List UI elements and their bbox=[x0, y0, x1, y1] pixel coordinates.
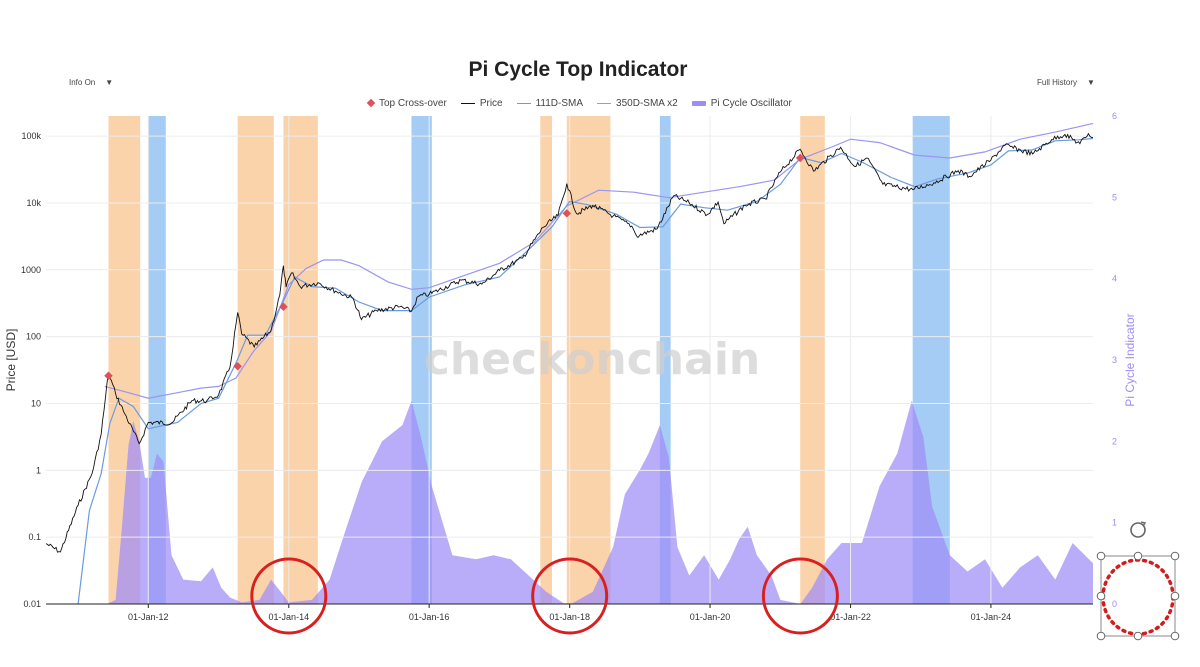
resize-handle bbox=[1096, 591, 1106, 601]
resize-handle bbox=[1170, 631, 1180, 641]
y-tick-label: 1000 bbox=[21, 265, 41, 275]
top-band bbox=[566, 116, 611, 604]
y-tick-label: 0.01 bbox=[23, 599, 41, 609]
chart-title: Pi Cycle Top Indicator bbox=[468, 58, 688, 81]
chart-legend: Top Cross-over Price 111D-SMA 350D-SMA x… bbox=[366, 96, 806, 110]
top-band bbox=[237, 116, 274, 604]
y-tick-label: 100k bbox=[21, 131, 41, 141]
highlight-circle bbox=[761, 557, 839, 635]
y2-tick-label: 3 bbox=[1112, 355, 1117, 365]
chevron-down-icon: ▼ bbox=[105, 78, 114, 87]
y2-axis-title: Pi Cycle Indicator bbox=[1123, 313, 1137, 406]
x-tick-label: 01-Jan-16 bbox=[409, 612, 450, 622]
legend-item-pi-oscillator[interactable]: Pi Cycle Oscillator bbox=[691, 97, 792, 109]
sma111-line bbox=[77, 137, 1094, 605]
oscillator-area-shape bbox=[107, 400, 1094, 604]
resize-handle bbox=[1096, 551, 1106, 561]
y-tick-label: 100 bbox=[26, 332, 41, 342]
rotate-arrow-icon bbox=[1140, 521, 1147, 527]
legend-label: 111D-SMA bbox=[535, 97, 584, 109]
y-tick-label: 10 bbox=[31, 398, 41, 408]
area-swatch-icon bbox=[691, 100, 706, 106]
resize-handle bbox=[1170, 551, 1180, 561]
x-tick-label: 01-Jan-22 bbox=[830, 612, 871, 622]
line-swatch-icon bbox=[460, 102, 475, 104]
legend-item-price[interactable]: Price bbox=[460, 97, 503, 109]
resize-handle bbox=[1133, 631, 1143, 641]
oscillator-area bbox=[107, 400, 1094, 604]
watermark: checkonchain bbox=[424, 334, 760, 385]
top-crossover-marker bbox=[104, 371, 113, 380]
legend-label: 350D-SMA x2 bbox=[616, 97, 678, 109]
resize-handle bbox=[1096, 631, 1106, 641]
highlight-circle bbox=[250, 557, 328, 635]
y-axis-title: Price [USD] bbox=[4, 329, 18, 392]
range-dropdown-label: Full History bbox=[1037, 78, 1078, 87]
price-line bbox=[45, 132, 1094, 553]
highlight-circles bbox=[250, 557, 839, 635]
x-tick-label: 01-Jan-12 bbox=[128, 612, 169, 622]
range-dropdown[interactable]: Full History ▼ bbox=[1037, 78, 1095, 87]
legend-label: Price bbox=[479, 97, 503, 109]
y-tick-label: 1 bbox=[36, 465, 41, 475]
rotate-icon bbox=[1130, 522, 1146, 538]
crossover-markers bbox=[104, 153, 805, 380]
legend-label: Pi Cycle Oscillator bbox=[710, 97, 792, 109]
x-tick-label: 01-Jan-24 bbox=[971, 612, 1012, 622]
info-dropdown-label: Info On bbox=[69, 78, 96, 87]
legend-item-top-crossover[interactable]: Top Cross-over bbox=[366, 98, 447, 109]
x-tick-label: 01-Jan-20 bbox=[690, 612, 731, 622]
line-swatch-icon bbox=[597, 102, 612, 104]
top-crossover-marker bbox=[233, 362, 242, 371]
top-band bbox=[800, 116, 825, 604]
chevron-down-icon: ▼ bbox=[1087, 78, 1095, 87]
top-crossover-marker bbox=[279, 302, 288, 311]
bottom-band bbox=[659, 116, 671, 604]
dotted-circle-shape bbox=[1101, 558, 1175, 636]
line-swatch-icon bbox=[516, 102, 531, 104]
y2-tick-label: 4 bbox=[1112, 274, 1117, 284]
x-tick-label: 01-Jan-18 bbox=[549, 612, 590, 622]
resize-handle bbox=[1133, 551, 1143, 561]
y-tick-label: 10k bbox=[26, 198, 41, 208]
selection-handle[interactable] bbox=[1096, 521, 1180, 641]
resize-handle bbox=[1170, 591, 1180, 601]
y2-tick-label: 5 bbox=[1112, 192, 1117, 202]
legend-item-111d-sma[interactable]: 111D-SMA bbox=[516, 97, 584, 109]
top-band bbox=[540, 116, 553, 604]
info-toggle-dropdown[interactable]: Info On ▼ bbox=[69, 78, 113, 87]
y2-tick-label: 2 bbox=[1112, 436, 1117, 446]
x-tick-label: 01-Jan-14 bbox=[269, 612, 310, 622]
y2-tick-label: 6 bbox=[1112, 111, 1117, 121]
legend-item-350d-sma[interactable]: 350D-SMA x2 bbox=[597, 98, 678, 109]
y2-tick-label: 1 bbox=[1112, 518, 1117, 528]
highlight-circle bbox=[531, 557, 609, 635]
price-lines bbox=[45, 122, 1094, 605]
y2-tick-label: 0 bbox=[1112, 599, 1117, 609]
y-tick-label: 0.1 bbox=[28, 532, 41, 542]
legend-label: Top Cross-over bbox=[379, 97, 447, 109]
sma350x2-line bbox=[104, 122, 1094, 399]
